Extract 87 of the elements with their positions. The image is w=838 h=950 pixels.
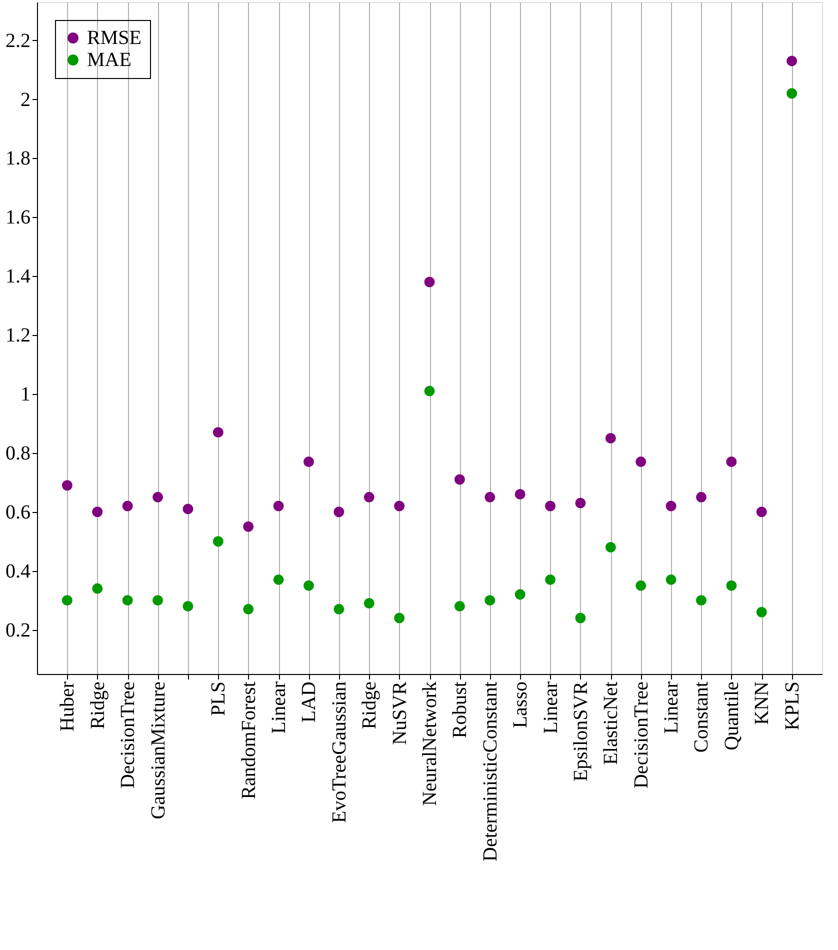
point bbox=[484, 492, 496, 502]
x-tick-label: NeuralNetwork bbox=[419, 682, 441, 806]
x-tick-label: RandomForest bbox=[238, 681, 260, 800]
x-tick-label: Huber bbox=[56, 681, 79, 732]
point bbox=[273, 500, 284, 512]
x-tick-label: Linear bbox=[268, 681, 290, 734]
point bbox=[786, 88, 798, 99]
x-tick-label: Constant bbox=[690, 681, 713, 753]
point bbox=[243, 604, 254, 614]
point bbox=[182, 600, 194, 612]
y-tick-label: 0.8 bbox=[6, 442, 30, 464]
point bbox=[756, 506, 767, 518]
point bbox=[122, 595, 133, 606]
point bbox=[636, 456, 646, 468]
point bbox=[605, 542, 616, 552]
point bbox=[212, 427, 224, 438]
x-tick-label: PLS bbox=[208, 682, 230, 716]
point bbox=[696, 492, 706, 502]
x-tick-label: Quantile bbox=[720, 681, 743, 750]
point bbox=[334, 604, 344, 614]
point bbox=[454, 474, 465, 485]
point bbox=[303, 456, 314, 468]
x-tick-label: DecisionTree bbox=[117, 681, 140, 789]
y-tick-label: 1.6 bbox=[6, 206, 30, 229]
x-tick-label: Robust bbox=[449, 681, 472, 738]
y-tick-label: 2.2 bbox=[6, 30, 30, 52]
x-tick-label: Ridge bbox=[86, 681, 109, 730]
point bbox=[575, 612, 586, 624]
x-tick-label: Linear bbox=[540, 681, 562, 734]
point bbox=[545, 574, 556, 585]
y-tick-label: 0.4 bbox=[6, 560, 30, 582]
y-tick-label: 1.2 bbox=[6, 324, 30, 347]
point bbox=[212, 536, 224, 547]
point bbox=[334, 506, 344, 518]
legend-label: MAE bbox=[87, 49, 132, 71]
point bbox=[514, 488, 526, 500]
point bbox=[122, 500, 133, 512]
point bbox=[575, 498, 586, 508]
point bbox=[364, 492, 374, 502]
point bbox=[696, 595, 706, 606]
point bbox=[484, 595, 496, 606]
point bbox=[666, 500, 676, 512]
x-tick-label: Linear bbox=[660, 681, 683, 734]
y-tick-label: 1 bbox=[20, 384, 30, 406]
x-tick-label: KNN bbox=[751, 682, 774, 725]
x-tick-label: GaussianMixture bbox=[147, 681, 170, 820]
point bbox=[756, 606, 767, 618]
x-tick-label: EpsilonSVR bbox=[570, 680, 592, 782]
point bbox=[92, 506, 103, 518]
point bbox=[394, 500, 405, 512]
point bbox=[243, 521, 254, 532]
point bbox=[92, 583, 103, 594]
point bbox=[364, 598, 374, 608]
point bbox=[62, 480, 72, 491]
x-tick-label: ElasticNet bbox=[600, 681, 622, 765]
point bbox=[152, 595, 164, 606]
point bbox=[182, 504, 194, 514]
x-tick-label: LAD bbox=[298, 682, 320, 723]
legend-label: RMSE bbox=[87, 27, 142, 49]
point bbox=[62, 595, 72, 606]
y-tick-label: 1.4 bbox=[6, 266, 30, 288]
point bbox=[726, 580, 737, 591]
point bbox=[303, 580, 314, 591]
point bbox=[424, 276, 435, 288]
point bbox=[786, 56, 798, 66]
point bbox=[424, 386, 435, 396]
point bbox=[454, 600, 465, 612]
point bbox=[273, 574, 284, 585]
x-tick-label: Lasso bbox=[510, 682, 532, 728]
point bbox=[152, 492, 164, 502]
point bbox=[394, 612, 405, 624]
point bbox=[545, 500, 556, 512]
y-tick-label: 1.8 bbox=[6, 148, 30, 170]
point bbox=[605, 432, 616, 444]
y-tick-label: 2 bbox=[20, 88, 30, 111]
y-tick-label: 0.2 bbox=[6, 619, 30, 642]
x-tick-label: EvoTreeGaussian bbox=[328, 682, 350, 823]
point bbox=[636, 580, 646, 591]
y-tick-label: 0.6 bbox=[6, 501, 30, 524]
point bbox=[666, 574, 676, 585]
point bbox=[726, 456, 737, 468]
point bbox=[514, 589, 526, 600]
x-tick-label: DecisionTree bbox=[630, 681, 652, 789]
x-tick-label: Ridge bbox=[358, 681, 381, 730]
x-tick-label: KPLS bbox=[781, 682, 804, 730]
x-tick-label: DeterministicConstant bbox=[479, 681, 502, 862]
x-tick-label: NuSVR bbox=[388, 680, 411, 745]
